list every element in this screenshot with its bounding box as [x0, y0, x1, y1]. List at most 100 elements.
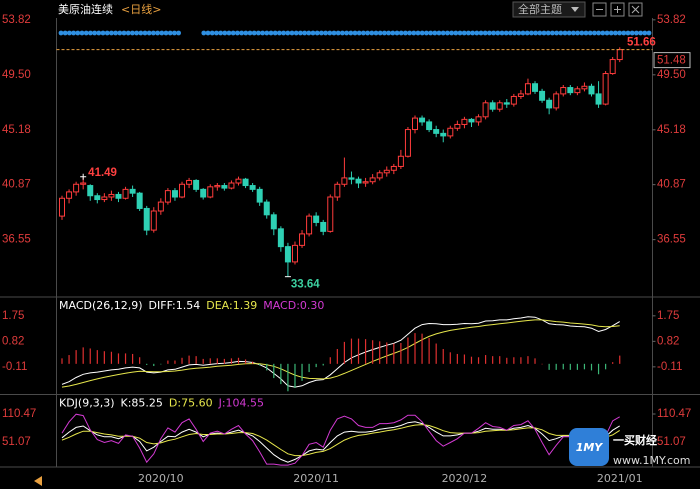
- event-marker: [642, 30, 648, 36]
- candle-body: [228, 182, 235, 189]
- icon-button[interactable]: [610, 2, 625, 17]
- event-marker: [629, 30, 635, 36]
- candle-body: [524, 83, 531, 95]
- event-marker: [550, 30, 555, 36]
- event-marker: [201, 30, 207, 36]
- candle-body: [299, 233, 306, 246]
- histogram-bar: [153, 363, 155, 367]
- event-marker: [256, 30, 261, 36]
- histogram-bar: [181, 357, 183, 364]
- theme-dropdown[interactable]: 全部主题: [512, 1, 586, 18]
- event-marker: [398, 30, 404, 36]
- event-marker: [335, 30, 341, 36]
- y-tick-label: 49.50: [2, 69, 31, 81]
- event-marker: [62, 30, 68, 36]
- candle-body: [369, 177, 376, 183]
- event-marker: [587, 30, 593, 36]
- event-marker: [625, 30, 631, 36]
- event-marker: [554, 30, 559, 36]
- candle-body: [108, 193, 115, 198]
- event-marker: [608, 30, 614, 36]
- event-marker: [533, 30, 538, 36]
- candle-body: [291, 244, 298, 263]
- high-label: 41.49: [88, 167, 117, 179]
- event-marker: [218, 30, 224, 36]
- event-marker: [575, 30, 580, 36]
- candle-body: [256, 188, 263, 203]
- event-marker: [487, 30, 492, 36]
- y-tick-label: 110.47: [2, 408, 36, 420]
- candle-body: [454, 123, 461, 129]
- period-label[interactable]: <日线>: [121, 2, 161, 16]
- candle-body: [348, 177, 355, 180]
- event-marker: [566, 30, 572, 36]
- event-marker: [163, 30, 169, 36]
- event-marker: [592, 30, 597, 36]
- candle-body: [115, 193, 122, 199]
- event-marker: [474, 30, 480, 36]
- legend-entry: D:75.60: [169, 396, 213, 409]
- event-marker: [524, 30, 530, 36]
- y-tick-label: 36.55: [657, 234, 686, 246]
- histogram-bar: [237, 357, 240, 364]
- event-marker: [503, 30, 509, 36]
- histogram-bar: [393, 343, 395, 364]
- scroll-arrow[interactable]: [34, 476, 42, 486]
- candle-body: [179, 183, 186, 198]
- histogram-bar: [357, 338, 360, 364]
- event-marker: [348, 30, 354, 36]
- event-marker: [138, 30, 144, 36]
- candle-body: [284, 246, 291, 263]
- candle-body: [426, 121, 433, 131]
- dropdown-label[interactable]: 全部主题: [518, 2, 562, 16]
- event-marker: [478, 30, 484, 36]
- event-marker: [130, 30, 135, 36]
- event-marker: [403, 30, 408, 36]
- event-marker: [377, 30, 383, 36]
- candle-body: [567, 87, 574, 94]
- event-marker: [100, 30, 106, 36]
- event-marker: [356, 30, 362, 36]
- event-marker: [293, 30, 299, 36]
- icon-button[interactable]: [628, 2, 643, 17]
- histogram-bar: [527, 356, 529, 364]
- event-marker: [235, 30, 240, 36]
- histogram-bar: [470, 356, 473, 364]
- icon-button[interactable]: [592, 2, 607, 17]
- candle-body: [404, 129, 411, 157]
- candle-body: [412, 117, 418, 131]
- histogram-bar: [619, 355, 621, 364]
- event-marker: [558, 30, 564, 36]
- histogram-bar: [287, 363, 289, 392]
- y-tick-label: 45.18: [2, 124, 31, 136]
- candle-body: [129, 188, 136, 194]
- histogram-bar: [421, 333, 423, 364]
- indicator-line: [61, 319, 620, 388]
- legend-entry: DEA:1.39: [206, 299, 257, 312]
- watermark-url: www.1MY.com: [613, 454, 690, 467]
- event-marker: [407, 30, 412, 36]
- watermark-logo-text: 1MY: [576, 441, 604, 454]
- event-marker: [361, 30, 366, 36]
- y-tick-label: -0.11: [657, 361, 682, 373]
- event-marker: [310, 30, 316, 36]
- event-marker: [289, 30, 295, 36]
- event-marker: [571, 30, 576, 36]
- candle-body: [164, 190, 171, 203]
- event-marker: [264, 30, 270, 36]
- dropdown-arrow[interactable]: [571, 7, 579, 12]
- event-marker: [142, 30, 148, 36]
- candle-body: [532, 83, 539, 92]
- event-marker: [512, 30, 517, 36]
- event-marker: [583, 30, 589, 36]
- histogram-bar: [541, 363, 543, 365]
- candle-body: [66, 191, 73, 199]
- event-marker: [508, 30, 513, 36]
- indicator-line: [61, 413, 620, 466]
- histogram-bar: [174, 360, 176, 364]
- event-marker: [172, 30, 177, 36]
- histogram-bar: [364, 339, 367, 364]
- candle-body: [136, 192, 143, 209]
- event-marker: [319, 30, 324, 36]
- dropdown-box[interactable]: [512, 1, 586, 18]
